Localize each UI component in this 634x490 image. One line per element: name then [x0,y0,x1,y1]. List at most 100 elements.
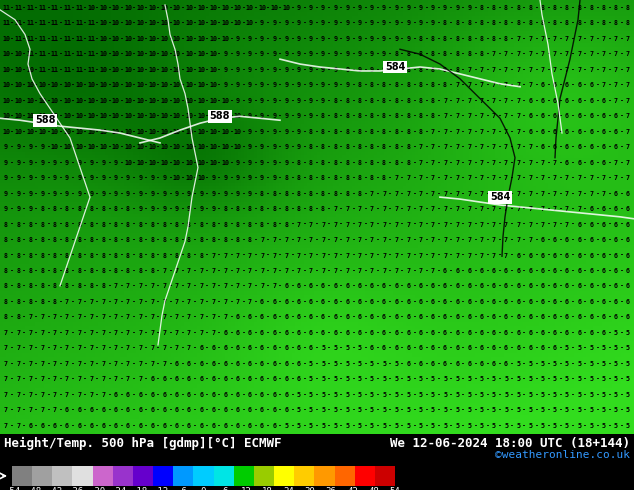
Text: 7: 7 [565,36,569,42]
Text: 8: 8 [370,144,374,150]
Text: 7: 7 [467,237,472,243]
Text: 6: 6 [504,268,508,274]
Text: 8: 8 [101,284,106,290]
Text: -: - [595,51,600,57]
Text: 9: 9 [346,21,349,26]
Text: -: - [266,315,270,320]
Text: -: - [559,315,563,320]
Text: 9: 9 [273,51,276,57]
Text: -: - [474,82,477,88]
Text: 10: 10 [87,129,95,135]
Text: 6: 6 [553,345,557,351]
Text: 8: 8 [480,21,484,26]
Text: 6: 6 [126,392,130,398]
Text: -: - [10,206,14,212]
Text: -: - [559,376,563,382]
Text: 6: 6 [418,284,423,290]
Text: -: - [449,98,453,104]
Text: -: - [10,98,14,104]
Text: -: - [96,51,100,57]
Text: 5: 5 [431,423,435,429]
Text: -: - [620,376,624,382]
Text: -: - [437,284,441,290]
Text: -: - [181,36,185,42]
Text: 5: 5 [467,423,472,429]
Text: 6: 6 [418,361,423,367]
Text: 8: 8 [333,113,337,119]
Text: 6: 6 [553,82,557,88]
Text: 6: 6 [541,129,545,135]
Text: 10: 10 [136,144,144,150]
Text: 5: 5 [626,330,630,336]
Text: 6: 6 [260,330,264,336]
Text: 9: 9 [321,21,325,26]
Text: -: - [437,252,441,259]
Text: -: - [230,392,233,398]
Text: 8: 8 [236,237,240,243]
Text: 9: 9 [41,160,44,166]
Text: 7: 7 [614,36,618,42]
Text: -: - [278,160,282,166]
Text: -: - [547,407,551,413]
Text: 8: 8 [53,237,57,243]
Text: -: - [157,221,160,227]
Text: -: - [510,237,514,243]
Text: -: - [401,160,404,166]
Text: -: - [510,191,514,196]
Text: -: - [22,160,26,166]
Text: 10: 10 [136,82,144,88]
Text: -: - [571,191,575,196]
Text: -: - [242,5,246,11]
Text: 6: 6 [199,392,203,398]
Text: 5: 5 [492,392,496,398]
Text: 7: 7 [455,206,459,212]
Bar [335,466,354,486]
Text: -: - [10,423,14,429]
Text: 7: 7 [4,423,8,429]
Text: -: - [510,82,514,88]
Text: -: - [181,407,185,413]
Text: -: - [34,237,39,243]
Text: 588: 588 [35,115,55,125]
Text: -: - [413,82,417,88]
Text: 9: 9 [297,129,301,135]
Text: -: - [534,237,538,243]
Text: 10: 10 [124,67,132,73]
Text: 10: 10 [2,36,10,42]
Text: 7: 7 [211,299,216,305]
Text: 8: 8 [492,36,496,42]
Text: -: - [217,67,221,73]
Text: 9: 9 [260,144,264,150]
Text: -: - [132,175,136,181]
Text: -: - [108,98,112,104]
Text: -: - [230,191,233,196]
Text: 5: 5 [614,423,618,429]
Text: -: - [83,315,87,320]
Text: 7: 7 [358,237,361,243]
Text: 8: 8 [577,5,581,11]
Text: 10: 10 [63,144,71,150]
Text: 6: 6 [211,407,216,413]
Text: 5: 5 [590,361,593,367]
Text: -: - [608,268,612,274]
Text: -: - [205,175,209,181]
Text: -: - [498,407,502,413]
Text: 7: 7 [309,237,313,243]
Text: 8: 8 [418,51,423,57]
Text: -: - [364,392,368,398]
Text: 7: 7 [455,252,459,259]
Text: 7: 7 [187,299,191,305]
Text: 5: 5 [309,361,313,367]
Text: 10: 10 [112,144,120,150]
Text: 7: 7 [467,221,472,227]
Text: 10: 10 [14,113,22,119]
Text: 7: 7 [528,144,533,150]
Text: -: - [339,284,344,290]
Text: -: - [83,191,87,196]
Text: 9: 9 [16,160,20,166]
Text: 6: 6 [224,345,228,351]
Text: -: - [547,21,551,26]
Text: -: - [34,144,39,150]
Text: -: - [96,21,100,26]
Text: -: - [352,191,356,196]
